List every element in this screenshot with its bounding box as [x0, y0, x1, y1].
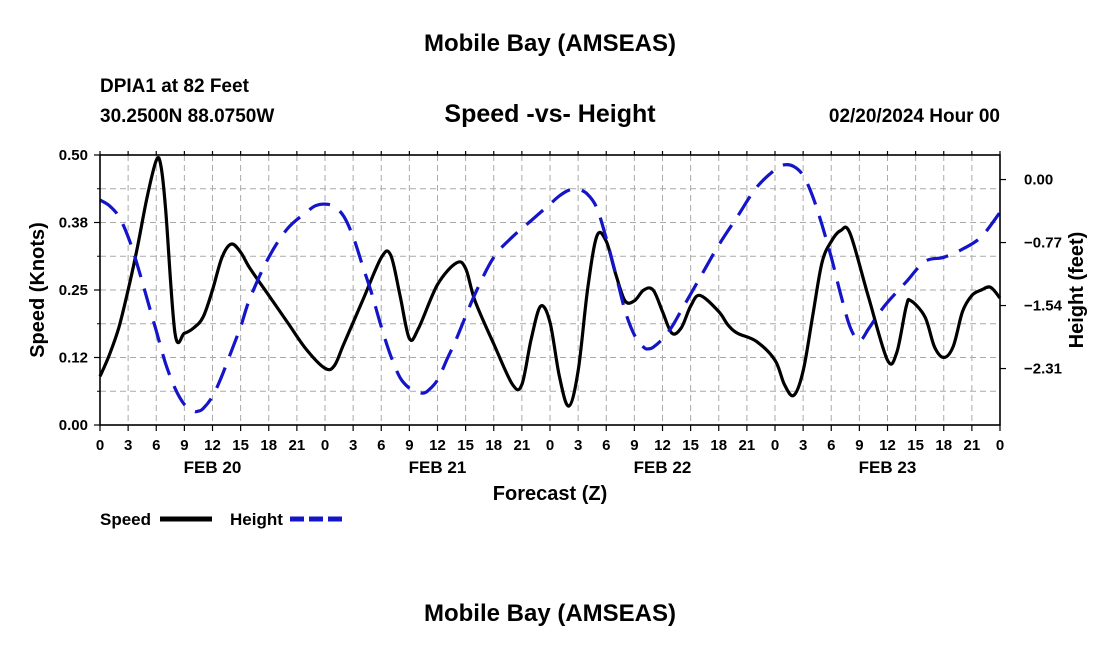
x-tick-label: 21 [289, 437, 306, 454]
x-tick-label: 18 [485, 437, 502, 454]
x-tick-label: 9 [630, 437, 638, 454]
station-label: DPIA1 at 82 Feet [100, 76, 249, 97]
y2-axis-title: Height (feet) [1066, 232, 1088, 349]
y-axis-title: Speed (Knots) [27, 222, 49, 358]
y2-tick-label: 0.00 [1024, 172, 1053, 189]
x-tick-label: 21 [964, 437, 981, 454]
date-label: FEB 22 [634, 458, 692, 477]
x-tick-label: 3 [124, 437, 132, 454]
x-tick-label: 15 [907, 437, 924, 454]
y-tick-label: 0.25 [59, 282, 88, 299]
x-tick-label: 18 [710, 437, 727, 454]
y-tick-label: 0.38 [59, 215, 88, 232]
axes: Forecast (Z) Speed (Knots) Height (feet)… [27, 147, 1088, 505]
date-label: FEB 21 [409, 458, 467, 477]
y2-tick-label: −2.31 [1024, 361, 1062, 378]
x-tick-label: 0 [96, 437, 104, 454]
x-tick-label: 3 [349, 437, 357, 454]
x-tick-label: 0 [546, 437, 554, 454]
forecast-datetime: 02/20/2024 Hour 00 [828, 106, 1000, 127]
y-tick-label: 0.12 [59, 350, 88, 367]
x-tick-label: 3 [799, 437, 807, 454]
x-tick-label: 0 [771, 437, 779, 454]
y-tick-label: 0.50 [59, 147, 88, 164]
x-tick-label: 12 [204, 437, 221, 454]
y2-tick-label: −0.77 [1024, 235, 1062, 252]
page-title: Mobile Bay (AMSEAS) [423, 30, 677, 57]
height-series-line [99, 163, 1002, 414]
x-tick-label: 6 [827, 437, 835, 454]
x-tick-label: 21 [739, 437, 756, 454]
legend-label: Speed [100, 510, 151, 529]
x-tick-label: 0 [321, 437, 329, 454]
x-tick-label: 6 [602, 437, 610, 454]
x-tick-label: 15 [232, 437, 249, 454]
plot-frame [94, 151, 1006, 431]
date-label: FEB 23 [859, 458, 917, 477]
x-tick-label: 21 [514, 437, 531, 454]
x-tick-label: 18 [260, 437, 277, 454]
x-tick-label: 3 [574, 437, 582, 454]
x-tick-label: 15 [682, 437, 699, 454]
y2-tick-label: −1.54 [1024, 298, 1063, 315]
speed-series-line [98, 155, 1002, 408]
x-tick-label: 12 [879, 437, 896, 454]
x-tick-label: 9 [180, 437, 188, 454]
y-tick-label: 0.00 [59, 417, 88, 434]
speed-height-chart: Forecast (Z) Speed (Knots) Height (feet)… [27, 147, 1088, 529]
plot-border [99, 154, 1001, 426]
x-tick-label: 18 [935, 437, 952, 454]
x-axis-title: Forecast (Z) [493, 483, 607, 505]
x-tick-label: 9 [855, 437, 863, 454]
x-tick-label: 0 [996, 437, 1004, 454]
date-label: FEB 20 [184, 458, 242, 477]
x-tick-label: 15 [457, 437, 474, 454]
legend: Speed Height [100, 510, 342, 529]
x-tick-label: 6 [377, 437, 385, 454]
series [98, 155, 1002, 414]
x-tick-label: 9 [405, 437, 413, 454]
x-tick-label: 12 [654, 437, 671, 454]
x-tick-label: 6 [152, 437, 160, 454]
station-coordinates: 30.2500N 88.0750W [100, 106, 275, 127]
chart-title: Speed -vs- Height [444, 100, 656, 128]
x-tick-label: 12 [429, 437, 446, 454]
legend-label: Height [230, 510, 283, 529]
page-title-repeat: Mobile Bay (AMSEAS) [423, 600, 677, 627]
